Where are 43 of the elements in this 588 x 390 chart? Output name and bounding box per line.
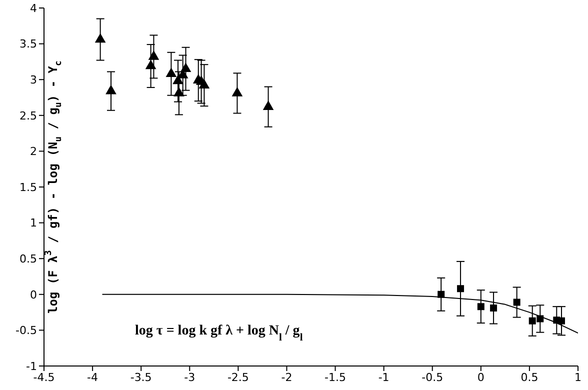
y-tick-label: 1.5 (20, 180, 37, 194)
point (180, 63, 191, 72)
annotation: log τ = log k gf λ + log N$_{l}$ / g$_{l}$ (134, 323, 303, 343)
y-tick-label: 2.5 (20, 109, 37, 122)
x-tick-label: -2.5 (227, 370, 249, 384)
point (490, 304, 498, 312)
point (106, 85, 116, 94)
point (148, 50, 159, 60)
point (172, 75, 184, 84)
x-tick-label: -0.5 (422, 370, 444, 384)
x-tick-label: -2 (281, 370, 292, 384)
y-tick-label: 3.5 (20, 38, 37, 51)
x-tick-label: -3.5 (130, 370, 152, 384)
point (558, 317, 565, 324)
point (438, 290, 445, 298)
point (263, 101, 274, 110)
point (528, 317, 536, 324)
x-tick-label: -1.5 (324, 370, 346, 384)
point (513, 298, 520, 306)
x-tick-label: -3 (184, 370, 196, 384)
point (232, 87, 242, 96)
x-tick-label: 0 (477, 370, 484, 384)
point (95, 34, 106, 43)
x-tick-label: 0.5 (520, 370, 538, 384)
point (536, 315, 544, 322)
y-tick-label: 0 (30, 288, 37, 302)
y-tick-label: 4 (30, 2, 37, 15)
x-tick-label: -4.5 (33, 370, 55, 384)
point (199, 80, 210, 88)
y-tick-label: 3 (30, 74, 37, 87)
point (477, 303, 484, 310)
y-tick-label: -0.5 (16, 324, 37, 338)
y-tick-label: -1 (26, 360, 37, 373)
y-tick-label: 2 (30, 145, 37, 158)
point (166, 68, 176, 78)
point (457, 285, 464, 292)
x-tick-label: 1 (574, 370, 582, 384)
x-tick-label: -4 (87, 370, 98, 384)
point (174, 87, 184, 96)
x-tick-label: -1 (378, 370, 390, 384)
y-tick-label: 1 (30, 216, 37, 230)
y-tick-label: 0.5 (20, 252, 37, 266)
point (146, 60, 156, 70)
